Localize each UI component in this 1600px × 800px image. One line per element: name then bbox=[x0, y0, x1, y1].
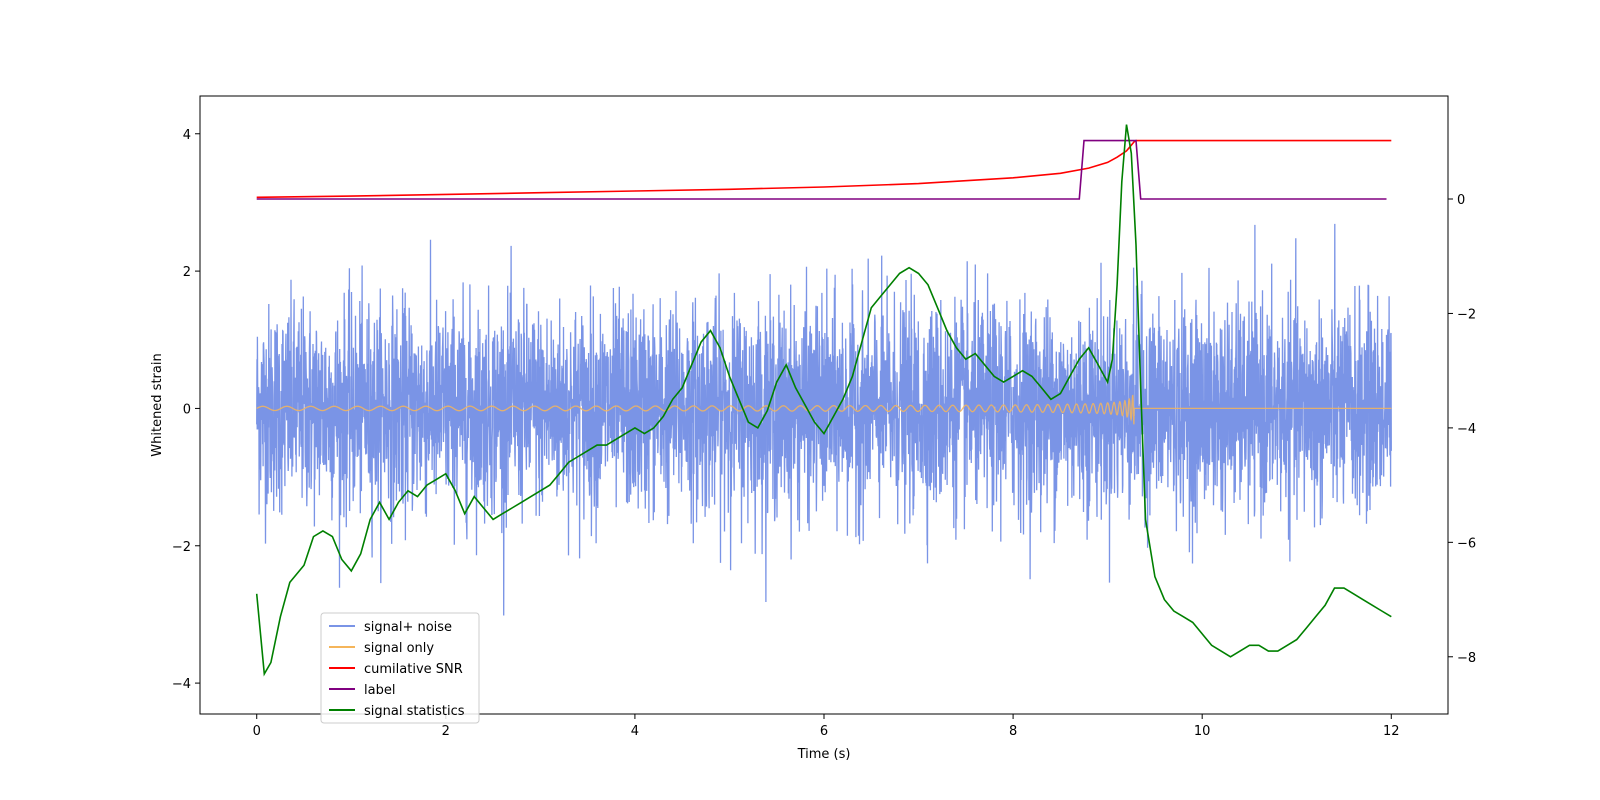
series-line-signal-only bbox=[256, 394, 1392, 425]
x-tick-label: 10 bbox=[1194, 724, 1211, 739]
y2-tick-label: −8 bbox=[1457, 651, 1476, 666]
x-axis-label: Time (s) bbox=[797, 747, 851, 762]
y2-tick-label: −2 bbox=[1457, 307, 1476, 322]
y-tick-label: 0 bbox=[183, 402, 191, 417]
x-tick-label: 12 bbox=[1383, 724, 1400, 739]
y-tick-label: 4 bbox=[183, 128, 191, 143]
series-line-signal-noise bbox=[256, 223, 1392, 616]
legend: signal+ noise signal only cumilative SNR la… bbox=[320, 612, 480, 724]
y-tick-label: −4 bbox=[172, 677, 191, 692]
x-tick-label: 0 bbox=[253, 724, 261, 739]
y2-tick-label: −6 bbox=[1457, 536, 1476, 551]
legend-box bbox=[320, 612, 480, 724]
plot-area bbox=[255, 124, 1392, 677]
x-tick-label: 2 bbox=[442, 724, 450, 739]
legend-label-label: label bbox=[364, 683, 395, 698]
y-tick-label: −2 bbox=[172, 540, 191, 555]
x-tick-label: 8 bbox=[1009, 724, 1017, 739]
x-tick-label: 4 bbox=[631, 724, 639, 739]
legend-label-signal-noise: signal+ noise bbox=[364, 620, 452, 635]
axes: 0 2 4 6 8 10 12 −4 −2 0 2 4 −8 −6 −4 −2 0 bbox=[172, 128, 1476, 739]
series-line-cumulative-snr bbox=[256, 139, 1392, 199]
y2-tick-label: −4 bbox=[1457, 422, 1476, 437]
y-tick-label: 2 bbox=[183, 265, 191, 280]
legend-label-signal-only: signal only bbox=[364, 641, 434, 656]
legend-label-cumulative-snr: cumilative SNR bbox=[364, 662, 463, 677]
series-line-signal-statistics bbox=[255, 124, 1392, 677]
y-axis-label: Whitened strain bbox=[150, 353, 165, 456]
x-tick-label: 6 bbox=[820, 724, 828, 739]
series-line-label bbox=[256, 139, 1387, 200]
y2-tick-label: 0 bbox=[1457, 193, 1465, 208]
legend-label-signal-statistics: signal statistics bbox=[364, 704, 465, 719]
